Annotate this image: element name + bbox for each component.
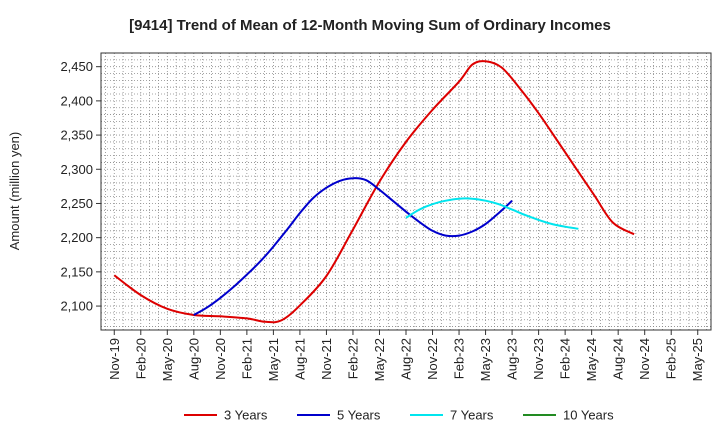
legend-label: 5 Years xyxy=(337,408,381,423)
y-axis: 2,100 2,150 2,200 2,250 2,300 2,350 2,400 2,450 xyxy=(60,59,101,314)
y-tick-label: 2,450 xyxy=(60,59,93,74)
x-tick-label: Feb-23 xyxy=(452,338,467,379)
x-tick-label: Nov-24 xyxy=(637,338,652,380)
x-tick-label: May-23 xyxy=(478,338,493,381)
x-tick-label: May-22 xyxy=(372,338,387,381)
x-tick-label: Nov-22 xyxy=(425,338,440,380)
x-tick-label: Feb-25 xyxy=(664,338,679,379)
chart-title: [9414] Trend of Mean of 12-Month Moving … xyxy=(129,17,611,34)
x-tick-label: May-24 xyxy=(584,338,599,381)
y-tick-label: 2,250 xyxy=(60,196,93,211)
x-tick-label: May-20 xyxy=(160,338,175,381)
x-tick-label: Aug-24 xyxy=(611,338,626,380)
x-tick-label: Nov-21 xyxy=(319,338,334,380)
x-tick-label: Feb-22 xyxy=(345,338,360,379)
series-line-3-years xyxy=(113,60,635,324)
series-line-5-years xyxy=(193,177,513,316)
y-axis-label: Amount (million yen) xyxy=(7,132,22,251)
y-tick-label: 2,400 xyxy=(60,93,93,108)
x-tick-label: May-21 xyxy=(266,338,281,381)
y-tick-label: 2,100 xyxy=(60,299,93,314)
y-tick-label: 2,350 xyxy=(60,128,93,143)
y-tick-label: 2,150 xyxy=(60,264,93,279)
series-line-7-years xyxy=(405,197,579,230)
legend: 3 Years 5 Years 7 Years 10 Years xyxy=(184,408,614,423)
y-tick-label: 2,200 xyxy=(60,230,93,245)
plot-frame xyxy=(100,52,712,331)
x-tick-label: Nov-19 xyxy=(107,338,122,380)
x-tick-label: Feb-20 xyxy=(133,338,148,379)
x-tick-label: Aug-23 xyxy=(505,338,520,380)
x-tick-label: Aug-22 xyxy=(399,338,414,380)
x-axis: Nov-19 Feb-20 May-20 Aug-20 Nov-20 Feb-21 May-… xyxy=(107,330,705,381)
grid xyxy=(101,52,711,330)
x-tick-label: Nov-20 xyxy=(213,338,228,380)
series-lines xyxy=(113,60,635,324)
legend-label: 10 Years xyxy=(563,408,614,423)
y-tick-label: 2,300 xyxy=(60,162,93,177)
legend-label: 7 Years xyxy=(450,408,494,423)
x-tick-label: Nov-23 xyxy=(531,338,546,380)
x-tick-label: Feb-21 xyxy=(239,338,254,379)
x-tick-label: May-25 xyxy=(690,338,705,381)
x-tick-label: Aug-20 xyxy=(186,338,201,380)
legend-label: 3 Years xyxy=(224,408,268,423)
x-tick-label: Aug-21 xyxy=(292,338,307,380)
x-tick-label: Feb-24 xyxy=(558,338,573,379)
